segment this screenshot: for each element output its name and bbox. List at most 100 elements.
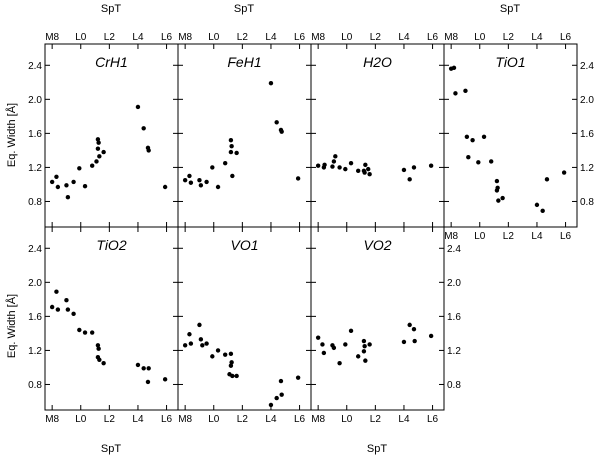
data-point (145, 379, 151, 385)
data-point (295, 375, 301, 380)
data-point (96, 140, 101, 145)
data-point (363, 358, 368, 363)
data-point (187, 332, 192, 337)
y-tick-label: 2.0 (447, 278, 461, 289)
data-point (229, 360, 234, 365)
y-tick-label: 2.4 (28, 244, 42, 255)
data-point (428, 333, 434, 339)
data-point (55, 307, 61, 312)
data-point (320, 342, 325, 347)
panel-frame (44, 226, 179, 411)
data-point (401, 167, 407, 173)
x-tick-label: L2 (237, 414, 249, 425)
data-point (494, 188, 500, 193)
panel-title: H2O (363, 54, 392, 70)
y-tick-label: 2.4 (447, 244, 461, 255)
data-point (534, 202, 540, 208)
data-point (210, 165, 215, 170)
data-point (146, 148, 151, 153)
data-point (367, 172, 372, 177)
x-tick-label: L2 (370, 32, 382, 43)
data-point (362, 170, 367, 175)
data-point (162, 184, 168, 190)
data-point (315, 163, 321, 168)
x-tick-label: L2 (370, 414, 382, 425)
x-tick-label: L4 (531, 231, 543, 242)
data-point (322, 162, 327, 168)
panel-title: TiO1 (495, 54, 525, 70)
data-point (488, 159, 494, 164)
data-point (333, 154, 338, 159)
x-tick-label: L6 (427, 414, 439, 425)
data-point (407, 177, 412, 182)
data-point (428, 163, 434, 168)
x-tick-label: M8 (45, 32, 59, 43)
data-point (228, 137, 234, 143)
bottom-xlabel-left: SpT (101, 443, 121, 455)
data-point (135, 104, 141, 110)
x-tick-label: L2 (503, 231, 515, 242)
y-tick-label: 1.2 (580, 163, 594, 174)
data-point (279, 129, 284, 134)
data-point (215, 184, 221, 190)
data-point (348, 160, 354, 166)
data-point (228, 363, 234, 368)
data-point (215, 348, 221, 353)
y-tick-label: 2.0 (28, 278, 42, 289)
x-tick-label: L0 (341, 414, 353, 425)
data-point (204, 341, 209, 346)
y-tick-label: 0.8 (28, 380, 42, 391)
data-point (331, 345, 337, 351)
data-point (544, 177, 550, 182)
x-tick-label: L4 (265, 414, 277, 425)
bottom-xlabel-right: SpT (367, 443, 387, 455)
data-point (182, 343, 188, 348)
data-point (411, 326, 417, 332)
data-point (361, 338, 367, 344)
x-tick-label: M8 (444, 231, 458, 242)
panel-title: VO2 (363, 237, 391, 253)
data-point (540, 208, 545, 214)
data-point (295, 176, 301, 181)
data-point (274, 395, 279, 401)
data-point (496, 198, 501, 203)
data-point (55, 184, 61, 190)
y-tick-label: 2.4 (28, 61, 42, 72)
data-point (200, 343, 205, 348)
panel-title: VO1 (230, 237, 258, 253)
data-point (227, 372, 232, 377)
panel-frame (443, 43, 578, 228)
data-point (229, 143, 234, 149)
data-point (197, 322, 202, 328)
y-tick-label: 1.2 (28, 163, 42, 174)
x-tick-label: L0 (75, 32, 87, 43)
data-point (343, 342, 348, 347)
panel-frame (310, 43, 445, 228)
x-tick-label: L4 (132, 32, 144, 43)
data-point (407, 322, 412, 328)
data-point (337, 165, 342, 170)
data-point (222, 160, 228, 166)
data-point (101, 360, 106, 366)
y-tick-label: 1.6 (28, 312, 42, 323)
data-point (198, 337, 204, 342)
data-point (77, 166, 82, 171)
data-point (330, 164, 335, 169)
x-tick-label: L6 (161, 32, 173, 43)
data-point (367, 342, 372, 347)
x-tick-label: M8 (311, 414, 325, 425)
x-tick-label: L4 (531, 32, 543, 43)
x-tick-label: M8 (178, 414, 192, 425)
x-tick-label: L0 (474, 231, 486, 242)
x-tick-label: L0 (341, 32, 353, 43)
data-point (315, 335, 321, 340)
ylabel-top: Eq. Width [Å] (5, 103, 18, 167)
data-point (411, 165, 417, 170)
panel-h2o: M8 L0 L2 L4 L6 H2O (310, 32, 445, 228)
panel-title: CrH1 (95, 54, 128, 70)
x-tick-label: L0 (208, 414, 220, 425)
x-tick-label: L6 (427, 32, 439, 43)
panels: M8 L0 L2 L4 L6 0.8 1.2 1.6 2.0 2.4 CrH1 M8 L0 L2 L4 L6 F… (28, 32, 594, 425)
y-tick-label: 1.6 (447, 312, 461, 323)
data-point (222, 352, 228, 357)
